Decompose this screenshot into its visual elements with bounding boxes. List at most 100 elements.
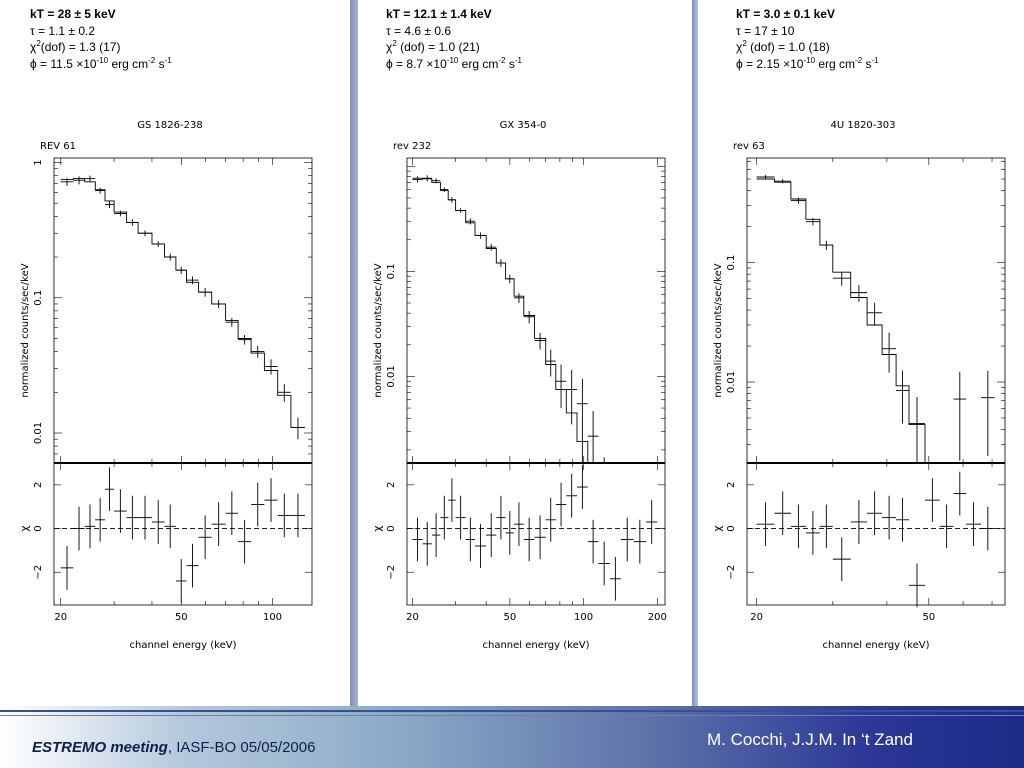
residual-point: [925, 478, 940, 522]
data-point: [867, 302, 883, 326]
residual-point: [867, 491, 883, 536]
data-point: [953, 371, 967, 461]
chart-title: GS 1826-238: [137, 120, 202, 131]
data-point: [474, 232, 487, 239]
data-point: [290, 417, 305, 440]
y-axis-title: normalized counts/sec/keV: [713, 263, 724, 397]
data-point: [138, 230, 152, 237]
tau-value: τ = 17 ± 10: [736, 23, 795, 38]
residual-point: [138, 495, 152, 540]
residual-point: [431, 513, 441, 557]
data-point: [805, 218, 820, 226]
residual-point: [198, 515, 212, 560]
data-point: [819, 240, 833, 250]
data-point: [523, 310, 535, 324]
rev-label: REV 61: [40, 141, 76, 152]
data-point: [84, 175, 96, 182]
chi2-value: χ2(dof) = 1.3 (17): [30, 39, 121, 55]
plot-frame: [746, 157, 1006, 606]
tau-value: τ = 1.1 ± 0.2: [30, 23, 96, 38]
data-point: [73, 176, 85, 185]
resid-axis-title: χ: [373, 525, 384, 532]
kt-value: kT = 28 ± 5 keV: [30, 7, 116, 21]
fit-parameters: kT = 28 ± 5 keV τ = 1.1 ± 0.2 χ2(dof) = …: [30, 6, 172, 72]
data-point: [496, 259, 506, 268]
x-axis-title: channel energy (keV): [482, 640, 589, 651]
data-point: [277, 384, 291, 402]
column-divider: [692, 0, 698, 706]
residual-point: [514, 502, 524, 547]
data-point: [505, 274, 515, 284]
x-tick-label: 100: [263, 612, 282, 623]
residual-point: [545, 497, 556, 542]
data-point: [95, 187, 106, 194]
data-point: [555, 364, 567, 409]
resid-tick-label: 2: [726, 482, 737, 488]
flux-value: ϕ = 11.5 ×10-10 erg cm-2 s-1: [30, 55, 172, 71]
data-point: [175, 266, 187, 274]
data-point: [186, 276, 199, 285]
x-tick-label: 20: [750, 612, 763, 623]
resid-axis-title: χ: [20, 525, 31, 532]
data-point: [465, 218, 475, 225]
data-point: [105, 200, 115, 209]
tau-value: τ = 4.6 ± 0.6: [386, 23, 452, 38]
rev-label: rev 232: [393, 141, 431, 152]
x-tick-label: 100: [574, 612, 593, 623]
resid-tick-label: 0: [386, 525, 397, 531]
residual-point: [496, 495, 506, 540]
residual-point: [633, 519, 647, 564]
data-point: [264, 359, 278, 375]
y-tick-label: 0.01: [726, 371, 737, 393]
authors: M. Cocchi, J.J.M. In ‘t Zand: [707, 730, 913, 749]
data-point: [774, 179, 791, 184]
data-point: [60, 177, 74, 187]
residual-point: [448, 478, 456, 522]
residual-point: [211, 502, 226, 547]
chi2-value: χ2 (dof) = 1.0 (18): [736, 39, 830, 55]
data-point: [587, 410, 599, 463]
x-tick-label: 200: [648, 612, 667, 623]
residual-point: [909, 563, 926, 608]
spectrum-plot-gs1826: GS 1826-238 REV 61 20 50 100 channel energy (…: [18, 100, 320, 670]
x-tick-label: 20: [54, 612, 67, 623]
residual-point: [164, 504, 176, 549]
residual-point: [455, 495, 466, 540]
data-point: [431, 178, 441, 184]
residual-point: [84, 504, 96, 549]
data-point: [566, 370, 578, 425]
resid-tick-label: −2: [33, 565, 44, 580]
y-tick-label: 0.1: [33, 290, 44, 306]
residual-point: [587, 519, 599, 564]
data-point: [448, 197, 456, 203]
residual-point: [953, 471, 967, 516]
residual-point: [832, 537, 851, 581]
data-point: [850, 284, 868, 302]
resid-tick-label: 0: [33, 525, 44, 531]
data-point: [980, 370, 995, 457]
slide-footer: ESTREMO meeting, IASF-BO 05/05/2006 M. C…: [0, 706, 1024, 768]
data-point: [251, 345, 265, 358]
data-point: [896, 370, 910, 424]
data-point: [598, 457, 610, 464]
residual-point: [566, 473, 578, 518]
flux-value: ϕ = 8.7 ×10-10 erg cm-2 s-1: [386, 55, 522, 71]
data-point: [756, 175, 775, 180]
kt-value: kT = 3.0 ± 0.1 keV: [736, 7, 835, 21]
plot-frame: [406, 157, 666, 606]
y-tick-label: 0.1: [726, 255, 737, 271]
residual-point: [486, 513, 497, 557]
residual-point: [225, 491, 239, 536]
data-point: [440, 187, 449, 192]
x-tick-label: 20: [406, 612, 419, 623]
data-point: [198, 288, 212, 297]
footer-rule: [0, 710, 1024, 712]
model-histogram: [756, 178, 995, 464]
residual-point: [95, 497, 106, 542]
residual-point: [646, 500, 658, 544]
model-histogram: [60, 178, 305, 428]
residual-point: [505, 511, 515, 555]
y-tick-label: 1: [33, 159, 44, 165]
